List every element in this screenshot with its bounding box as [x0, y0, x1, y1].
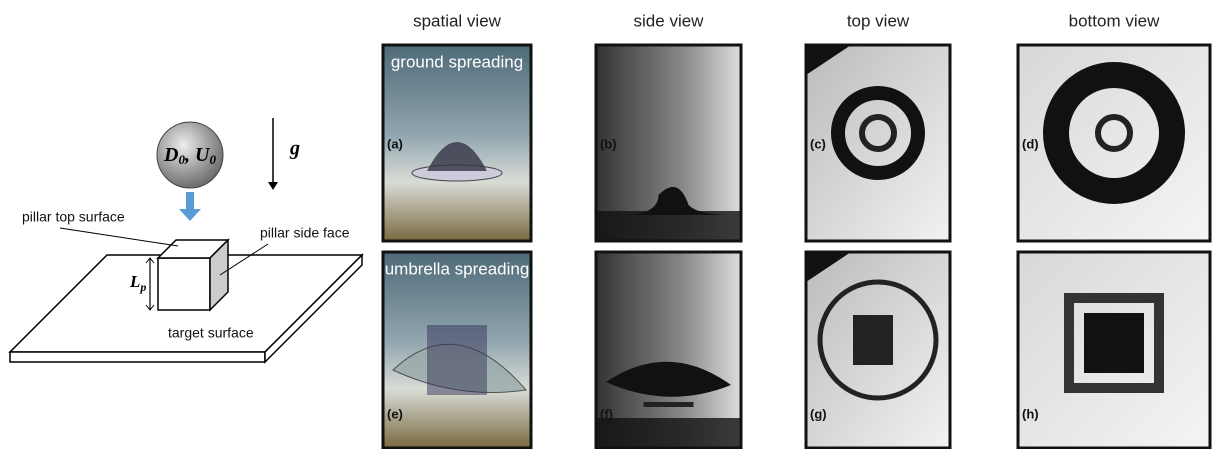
- panel-label: (h): [1022, 406, 1039, 421]
- schematic: D0, U0 g pillar top surface pillar side …: [10, 118, 362, 362]
- photo-panel: [596, 45, 741, 241]
- pillar: [427, 325, 487, 395]
- photo-panel: [806, 45, 950, 241]
- column-header: top view: [847, 11, 910, 30]
- impact-arrow: [186, 192, 194, 210]
- panel-label: (a): [387, 136, 403, 151]
- photo-panel: [383, 252, 531, 448]
- column-header: bottom view: [1069, 11, 1160, 30]
- gravity-arrow-head: [268, 182, 278, 190]
- photo: [806, 45, 950, 241]
- column-header: side view: [634, 11, 705, 30]
- impact-arrow-head: [179, 209, 201, 221]
- droplet-label: D0, U0: [163, 144, 216, 167]
- pillar-front: [158, 258, 210, 310]
- panel-label: (c): [810, 136, 826, 151]
- pillar: [644, 402, 694, 407]
- photo-panel: [1018, 45, 1210, 241]
- panel-label: (f): [600, 406, 613, 421]
- shadow: [596, 211, 741, 241]
- panel-label: (e): [387, 406, 403, 421]
- row-caption: umbrella spreading: [385, 259, 530, 278]
- pillar: [1084, 313, 1144, 373]
- photo-panel: [1018, 252, 1210, 448]
- row-caption: ground spreading: [391, 52, 523, 71]
- shadow: [596, 418, 741, 448]
- panel-label: (g): [810, 406, 827, 421]
- leader-line: [60, 228, 178, 246]
- target-label: target surface: [168, 325, 254, 341]
- column-header: spatial view: [413, 11, 502, 30]
- photo-panel: [596, 252, 741, 448]
- pillar-side-label: pillar side face: [260, 225, 350, 241]
- pillar: [853, 315, 893, 365]
- plate-edge: [10, 352, 265, 362]
- photo-panel: [806, 252, 950, 448]
- pillar-top-label: pillar top surface: [22, 209, 125, 225]
- gravity-label: g: [289, 138, 300, 160]
- photo-panel: [383, 45, 531, 241]
- panel-label: (d): [1022, 136, 1039, 151]
- panel-label: (b): [600, 136, 617, 151]
- figure: D0, U0 g pillar top surface pillar side …: [0, 0, 1215, 449]
